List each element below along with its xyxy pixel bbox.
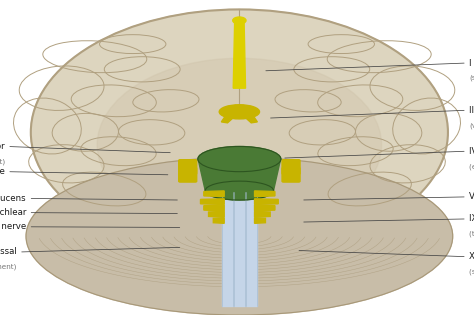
Ellipse shape	[26, 158, 453, 315]
Polygon shape	[213, 218, 224, 223]
Polygon shape	[246, 192, 257, 306]
FancyBboxPatch shape	[179, 160, 197, 174]
Ellipse shape	[219, 105, 259, 119]
Text: (vision): (vision)	[469, 122, 474, 129]
Polygon shape	[204, 191, 224, 197]
Text: I Olfactory: I Olfactory	[469, 59, 474, 67]
Text: V Trigeminal nerve: V Trigeminal nerve	[0, 167, 5, 176]
Polygon shape	[201, 199, 224, 204]
Ellipse shape	[233, 17, 246, 24]
Ellipse shape	[198, 146, 281, 172]
Text: (eye movement): (eye movement)	[469, 163, 474, 169]
Text: VIII Vestibulocochlear: VIII Vestibulocochlear	[0, 208, 26, 217]
Text: (shoulder elevation): (shoulder elevation)	[469, 269, 474, 275]
Polygon shape	[204, 205, 224, 211]
Text: IX Glossopharyngeal: IX Glossopharyngeal	[469, 215, 474, 223]
Polygon shape	[233, 22, 246, 88]
Polygon shape	[255, 205, 275, 211]
Text: (tongue movement): (tongue movement)	[0, 264, 17, 270]
Text: (eye movement): (eye movement)	[0, 158, 5, 165]
Polygon shape	[209, 211, 224, 217]
Polygon shape	[198, 159, 281, 191]
Polygon shape	[255, 218, 265, 223]
Polygon shape	[221, 192, 233, 306]
Text: XII Hypoglossal: XII Hypoglossal	[0, 248, 17, 256]
Polygon shape	[234, 192, 245, 306]
Polygon shape	[242, 114, 257, 123]
Polygon shape	[255, 191, 275, 197]
Ellipse shape	[31, 9, 448, 255]
Text: II Optic: II Optic	[469, 106, 474, 115]
Polygon shape	[255, 199, 278, 204]
FancyBboxPatch shape	[179, 168, 197, 182]
Text: (smell): (smell)	[469, 75, 474, 81]
Polygon shape	[221, 114, 237, 123]
Text: VI Abducens: VI Abducens	[0, 194, 26, 203]
Text: III Oculomotor: III Oculomotor	[0, 142, 5, 151]
Text: VII Facial expression: VII Facial expression	[469, 192, 474, 201]
Text: IV Trochlear: IV Trochlear	[469, 147, 474, 156]
Ellipse shape	[97, 58, 382, 232]
Text: (taste, salivation): (taste, salivation)	[469, 231, 474, 237]
Polygon shape	[255, 211, 270, 217]
FancyBboxPatch shape	[282, 160, 300, 174]
FancyBboxPatch shape	[282, 168, 300, 182]
Ellipse shape	[205, 181, 273, 200]
Text: X Vagus nerve: X Vagus nerve	[0, 222, 26, 231]
Text: XI Accessory: XI Accessory	[469, 252, 474, 261]
